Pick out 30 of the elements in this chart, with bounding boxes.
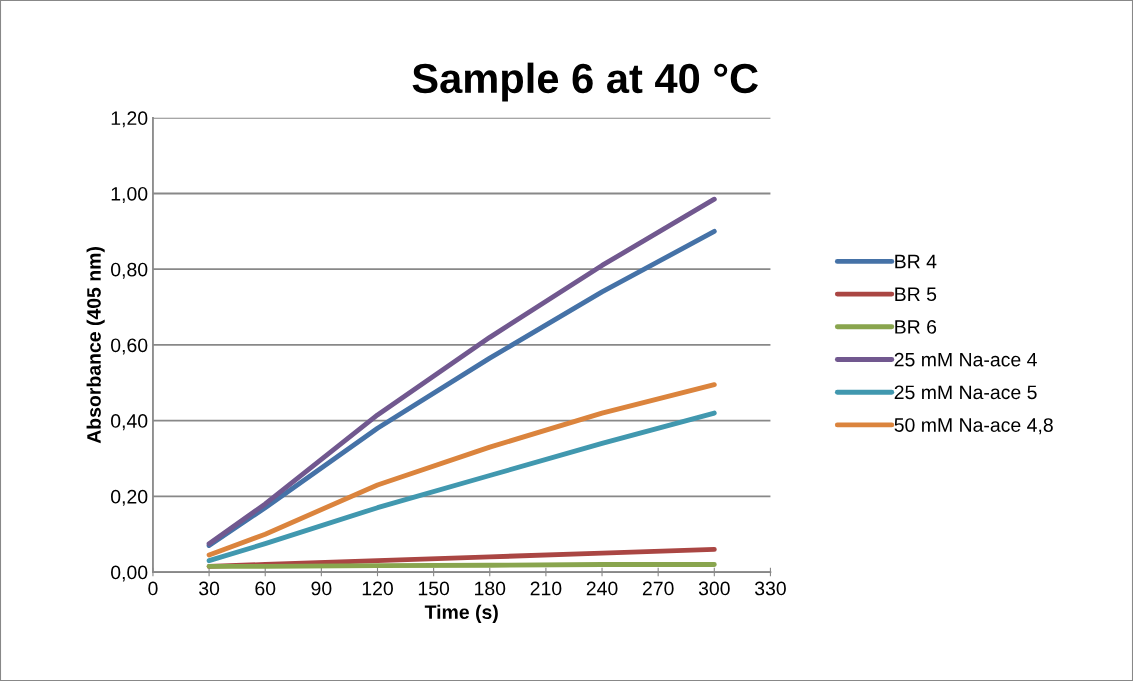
legend-label: BR 6 <box>895 320 937 334</box>
line-series <box>206 410 717 564</box>
legend-label: 50 mM Na-ace 4,8 <box>894 418 1053 435</box>
y-tick-label: 0,00 <box>111 565 148 582</box>
x-axis-title: Time (s) <box>424 604 498 623</box>
x-tick-label: 90 <box>311 581 332 596</box>
x-tick-label: 210 <box>530 581 562 596</box>
y-tick-label: 0,20 <box>111 489 148 506</box>
y-tick-label: 0,40 <box>111 414 148 431</box>
legend-label: BR 4 <box>895 254 937 269</box>
x-tick-label: 300 <box>698 581 730 596</box>
x-tick-label: 240 <box>586 581 618 596</box>
x-tick-label: 120 <box>362 581 393 596</box>
legend-label: 25 mM Na-ace 5 <box>894 385 1037 400</box>
x-tick-label: 330 <box>754 581 786 596</box>
x-tick-label: 180 <box>475 581 506 596</box>
x-tick-label: 270 <box>642 581 674 596</box>
legend-label: 25 mM Na-ace 4 <box>894 352 1037 367</box>
y-tick-label: 0,80 <box>111 262 148 279</box>
legend-label: BR 5 <box>895 287 937 302</box>
x-tick-label: 0 <box>148 581 158 596</box>
y-axis-title: Absorbance (405 nm) <box>86 247 105 444</box>
chart-title: Sample 6 at 40 °C <box>412 62 758 102</box>
y-tick-label: 0,60 <box>111 338 148 355</box>
x-tick-label: 30 <box>199 581 220 596</box>
y-tick-label: 1,20 <box>111 111 148 128</box>
line-series <box>206 382 717 558</box>
x-tick-label: 150 <box>418 581 450 596</box>
x-tick-label: 60 <box>255 581 276 596</box>
y-tick-label: 1,00 <box>111 186 148 204</box>
